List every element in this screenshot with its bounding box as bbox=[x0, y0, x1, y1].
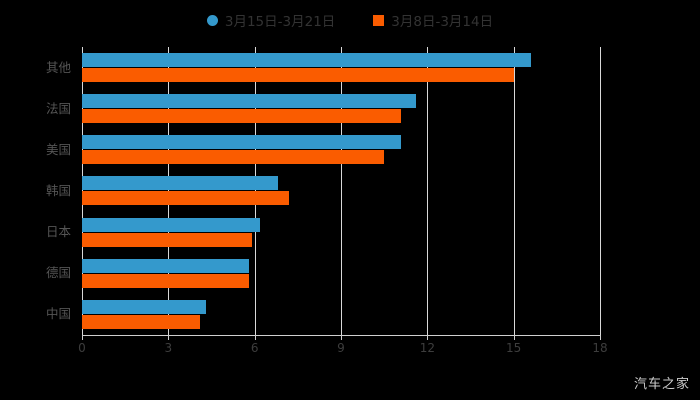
x-axis-tick bbox=[427, 335, 429, 340]
x-axis-tick-label: 18 bbox=[592, 341, 608, 355]
gridline bbox=[341, 47, 342, 335]
gridline bbox=[82, 47, 83, 335]
legend-item-series-2[interactable]: 3月8日-3月14日 bbox=[373, 10, 493, 30]
y-axis-category-label: 法国 bbox=[45, 100, 71, 116]
bar-group-row: 法国 bbox=[46, 88, 600, 129]
y-axis-category-label: 中国 bbox=[45, 306, 71, 322]
bar-group-row: 中国 bbox=[46, 294, 600, 335]
y-axis-category-label: 美国 bbox=[45, 141, 71, 157]
y-axis-category-label: 日本 bbox=[45, 224, 71, 240]
x-axis-tick bbox=[254, 335, 256, 340]
bar-series-1[interactable] bbox=[82, 258, 249, 273]
x-axis-tick-label: 12 bbox=[419, 341, 435, 355]
bar-series-1[interactable] bbox=[82, 176, 278, 191]
bar-group-row: 韩国 bbox=[46, 170, 600, 211]
bar-series-1[interactable] bbox=[82, 135, 402, 150]
legend-item-series-1[interactable]: 3月15日-3月21日 bbox=[206, 10, 336, 30]
gridline bbox=[254, 47, 256, 335]
x-axis-tick bbox=[168, 335, 170, 340]
bar-series-2[interactable] bbox=[82, 191, 290, 206]
legend-label-series-1: 3月15日-3月21日 bbox=[224, 14, 336, 30]
bar-series-2[interactable] bbox=[82, 232, 252, 247]
gridline bbox=[168, 47, 170, 335]
bar-group-row: 其他 bbox=[46, 47, 600, 88]
gridline bbox=[427, 47, 429, 335]
bar-series-2[interactable] bbox=[82, 150, 385, 165]
bar-series-2[interactable] bbox=[82, 314, 200, 329]
bar-group-row: 日本 bbox=[46, 212, 600, 253]
y-axis-category-label: 德国 bbox=[45, 265, 71, 281]
square-marker-icon bbox=[373, 14, 385, 26]
y-axis-category-label: 韩国 bbox=[45, 182, 71, 198]
gridline bbox=[600, 47, 601, 335]
legend-label-series-2: 3月8日-3月14日 bbox=[391, 14, 494, 30]
bar-series-2[interactable] bbox=[82, 109, 402, 124]
x-axis-tick-label: 9 bbox=[337, 341, 345, 355]
x-axis-tick bbox=[513, 335, 515, 340]
chart-legend: 3月15日-3月21日 3月8日-3月14日 bbox=[0, 10, 700, 30]
bar-group-row: 美国 bbox=[46, 129, 600, 170]
bar-series-2[interactable] bbox=[82, 273, 249, 288]
bar-group-row: 德国 bbox=[46, 253, 600, 294]
x-axis-tick bbox=[82, 335, 83, 340]
x-axis-tick bbox=[600, 335, 601, 340]
bar-series-2[interactable] bbox=[82, 68, 514, 83]
watermark-label: 汽车之家 bbox=[633, 377, 690, 392]
bar-series-1[interactable] bbox=[82, 94, 416, 109]
bar-series-1[interactable] bbox=[82, 217, 261, 232]
circle-marker-icon bbox=[206, 14, 218, 26]
x-axis-tick-label: 0 bbox=[78, 341, 86, 355]
gridline bbox=[513, 47, 515, 335]
y-axis-category-label: 其他 bbox=[45, 59, 71, 75]
x-axis-tick-label: 3 bbox=[164, 341, 173, 355]
bar-series-1[interactable] bbox=[82, 299, 206, 314]
x-axis-tick-label: 6 bbox=[250, 341, 259, 355]
plot-area: 其他法国美国韩国日本德国中国 bbox=[46, 47, 601, 335]
x-axis-tick bbox=[341, 335, 342, 340]
bar-series-1[interactable] bbox=[82, 53, 531, 68]
x-axis-tick-label: 15 bbox=[506, 341, 522, 355]
